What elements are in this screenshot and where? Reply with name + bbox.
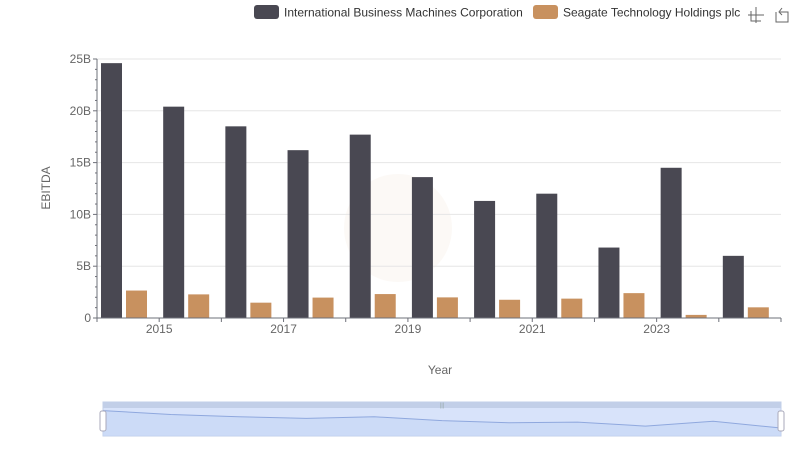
x-tick-label: 2019 [395,322,422,336]
bar-ibm[interactable] [536,193,558,318]
y-tick-label: 25B [70,52,91,66]
legend-label-seagate[interactable]: Seagate Technology Holdings plc [563,6,740,20]
zoom-top-bar[interactable] [103,402,781,408]
zoom-crosshair-icon[interactable] [748,7,764,23]
bar-ibm[interactable] [474,200,496,318]
x-axis-title: Year [428,363,452,377]
bar-ibm[interactable] [349,134,371,318]
zoom-drag-grip-icon[interactable]: ||| [440,403,445,409]
x-tick-label: 2015 [146,322,173,336]
legend-label-ibm[interactable]: International Business Machines Corporat… [284,6,523,20]
x-tick-label: 2021 [519,322,546,336]
x-axis: 2015 2017 2019 2021 2023 [96,317,782,336]
y-tick-label: 20B [70,104,91,118]
data-zoom-slider[interactable]: ||| [99,401,785,437]
y-tick-label: 10B [70,207,91,221]
bar-seagate[interactable] [436,297,458,318]
bar-seagate[interactable] [747,307,769,318]
legend[interactable]: International Business Machines Corporat… [254,5,740,20]
restore-icon[interactable] [775,7,789,23]
bar-seagate[interactable] [499,299,521,318]
bar-seagate[interactable] [188,294,210,318]
zoom-handle-right[interactable] [777,410,785,432]
x-tick-label: 2017 [270,322,297,336]
zoom-preview-area [103,410,781,436]
bar-ibm[interactable] [163,106,185,318]
bar-ibm[interactable] [660,167,682,318]
bar-seagate[interactable] [374,294,396,318]
bar-seagate[interactable] [250,302,272,318]
bar-ibm[interactable] [225,126,247,318]
legend-swatch-ibm [254,5,279,19]
y-axis: 0 5B 10B 15B 20B 25B [70,52,98,325]
y-tick-label: 15B [70,156,91,170]
bar-ibm[interactable] [722,255,744,318]
zoom-handle-left[interactable] [99,410,107,432]
bar-ibm[interactable] [287,150,309,318]
y-tick-label: 5B [76,259,91,273]
bar-series [101,63,769,319]
bar-seagate[interactable] [126,290,147,318]
legend-swatch-seagate [533,5,558,19]
bar-seagate[interactable] [623,293,645,318]
bar-seagate[interactable] [561,298,583,318]
bar-ibm[interactable] [101,63,122,319]
bar-seagate[interactable] [312,297,334,318]
x-tick-label: 2023 [643,322,670,336]
bar-ibm[interactable] [598,247,620,318]
y-tick-label: 0 [84,311,91,325]
bar-seagate[interactable] [685,314,707,318]
zoom-preview-line [102,410,782,429]
y-axis-title: EBITDA [39,166,53,209]
bar-ibm[interactable] [411,177,433,318]
